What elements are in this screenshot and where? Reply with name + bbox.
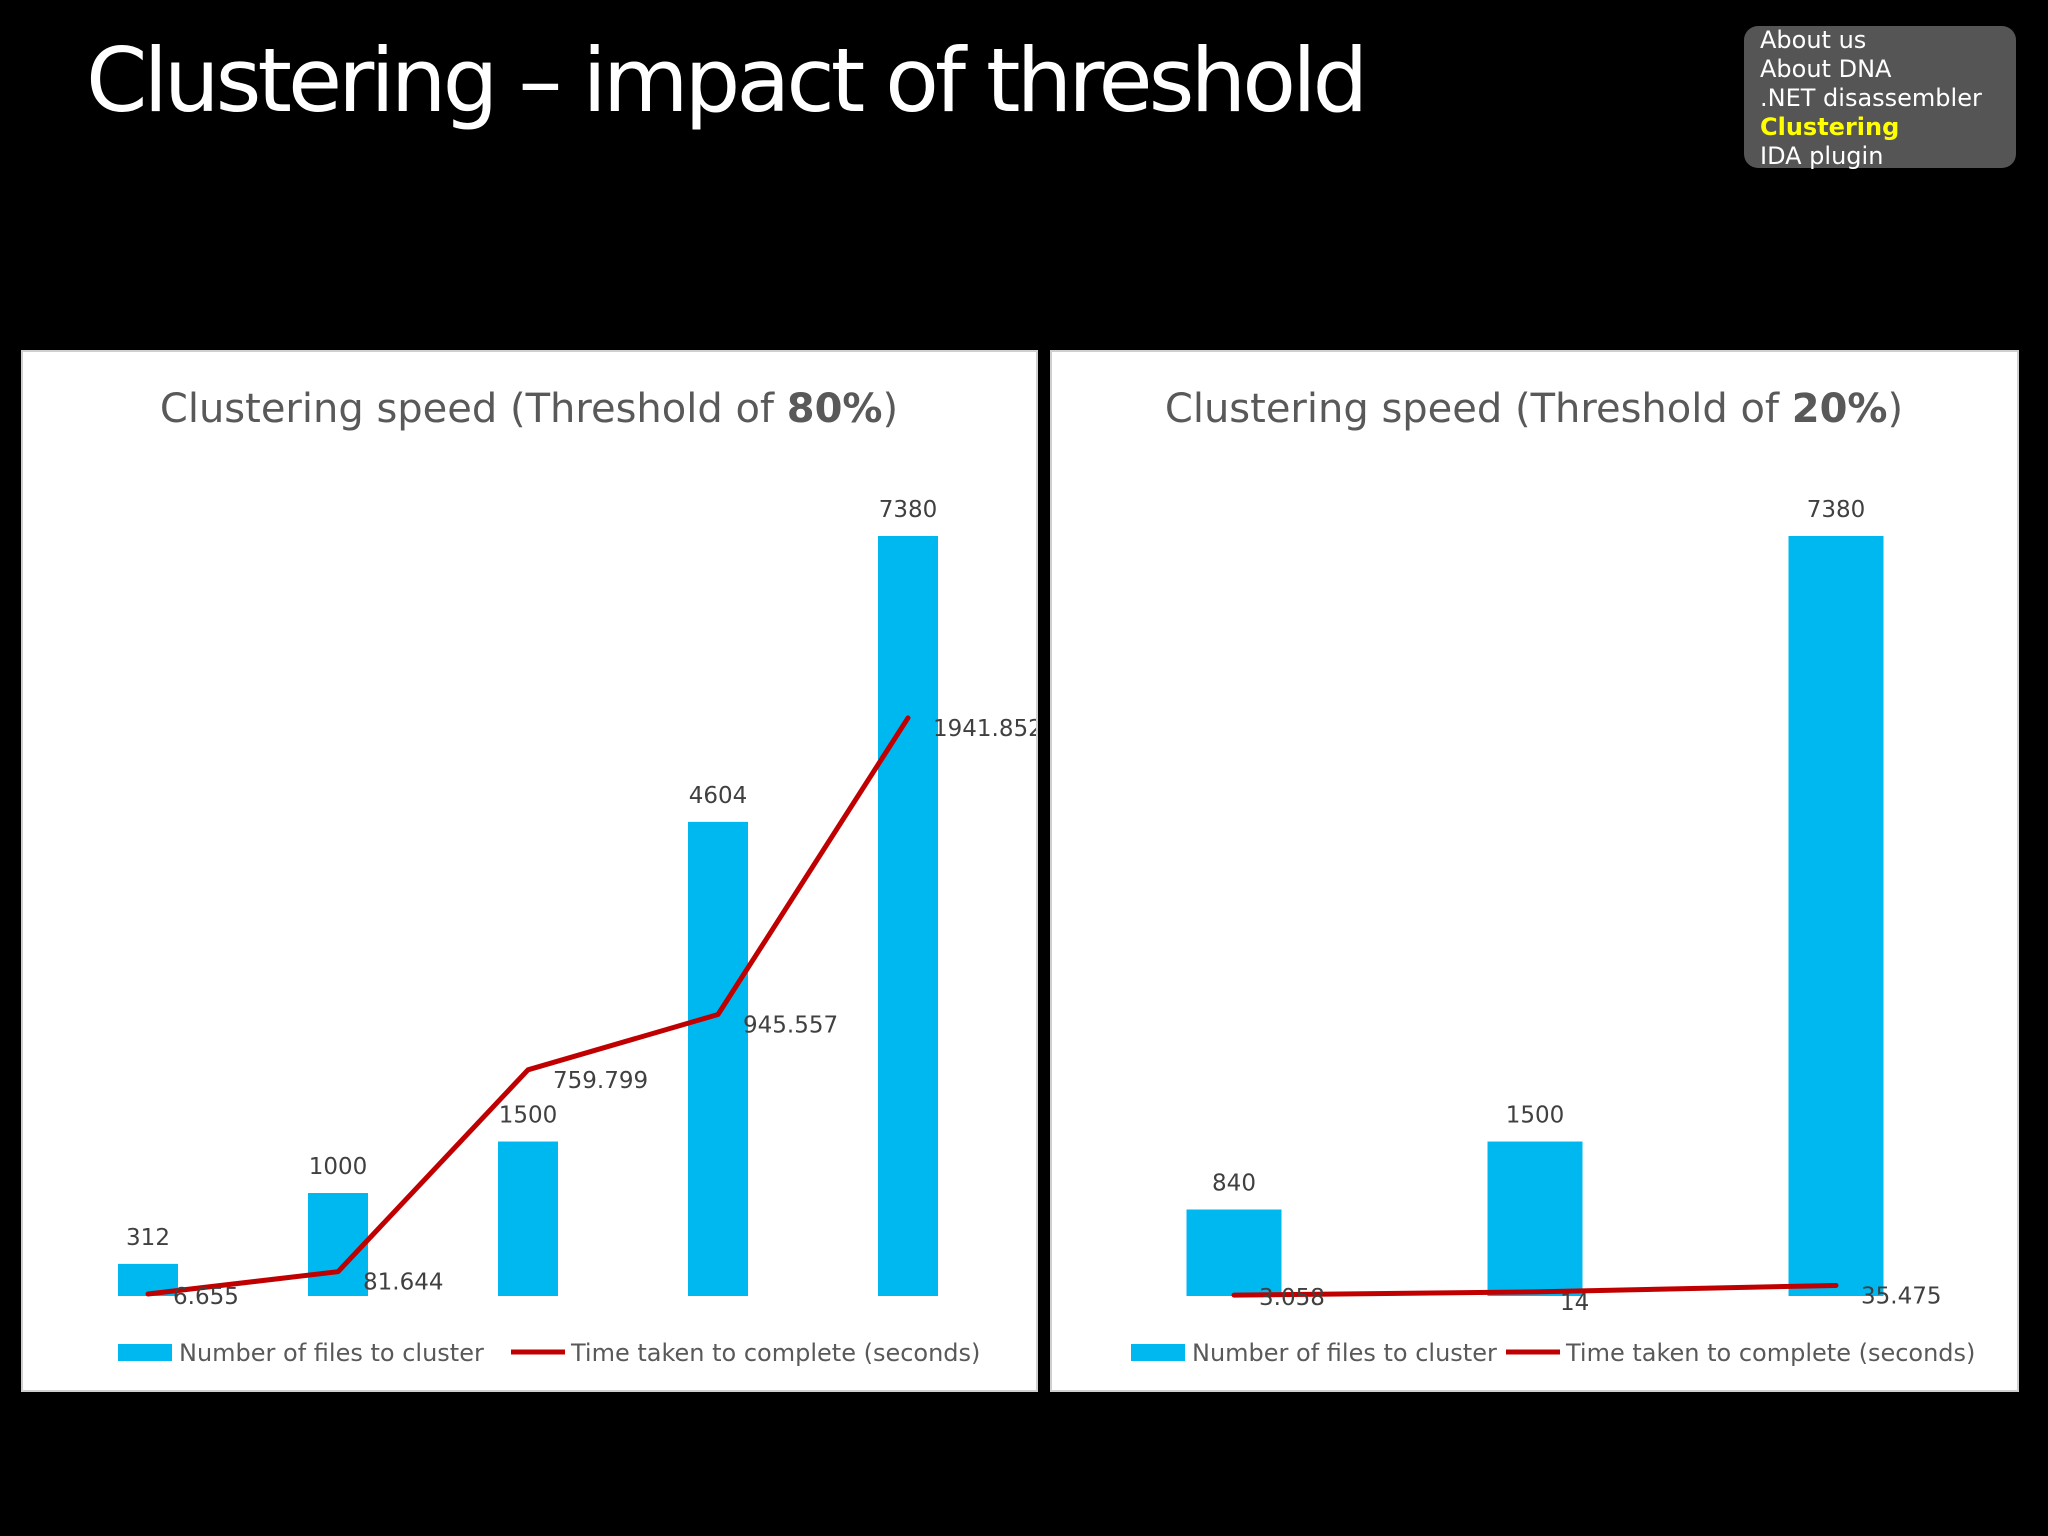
legend-line-label: Time taken to complete (seconds) (1565, 1339, 1975, 1367)
bar-840 (1186, 1209, 1282, 1296)
slide-title: Clustering – impact of threshold (86, 29, 1368, 132)
nav-item-clustering[interactable]: Clustering (1760, 113, 1900, 141)
bar-1500 (498, 1141, 558, 1296)
chart-threshold-80-svg: Clustering speed (Threshold of 80%) 312 1… (118, 386, 1036, 1367)
bar-value-labels: 840 1500 7380 (1212, 497, 1865, 1196)
section-nav: About us About DNA .NET disassembler Clu… (1744, 26, 2016, 170)
bar-label-312: 312 (126, 1225, 170, 1251)
bar-series (118, 536, 938, 1296)
bar-label-1500: 1500 (1506, 1103, 1565, 1129)
line-series (1231, 1282, 1839, 1298)
legend: Number of files to cluster Time taken to… (1131, 1339, 1975, 1367)
chart-title: Clustering speed (Threshold of 20%) (1165, 386, 1903, 432)
bar-1500 (1487, 1141, 1583, 1296)
chart-threshold-20-svg: Clustering speed (Threshold of 20%) 840 1… (1131, 386, 1975, 1367)
bar-label-1500: 1500 (499, 1103, 558, 1129)
legend-bar-swatch (1131, 1344, 1185, 1361)
line-label-945.557: 945.557 (743, 1013, 838, 1039)
nav-item-about-us[interactable]: About us (1760, 26, 1867, 54)
line-value-labels: 6.655 81.644 759.799 945.557 1941.852 (173, 716, 1036, 1310)
legend-bar-label: Number of files to cluster (1192, 1339, 1497, 1367)
bar-label-7380: 7380 (1807, 497, 1866, 523)
nav-item-net-disassembler[interactable]: .NET disassembler (1760, 84, 1982, 112)
nav-item-about-dna[interactable]: About DNA (1760, 55, 1892, 83)
bar-7380 (1788, 536, 1884, 1296)
bar-label-1000: 1000 (309, 1154, 368, 1180)
nav-item-ida-plugin[interactable]: IDA plugin (1760, 142, 1884, 170)
line-label-759.799: 759.799 (553, 1068, 648, 1094)
legend: Number of files to cluster Time taken to… (118, 1339, 980, 1367)
chart-threshold-20: Clustering speed (Threshold of 20%) 840 1… (1050, 350, 2019, 1392)
line-label-1941.852: 1941.852 (933, 716, 1036, 742)
legend-bar-swatch (118, 1344, 172, 1361)
line-label-35.475: 35.475 (1861, 1283, 1941, 1309)
bar-1000 (308, 1193, 368, 1296)
bar-label-7380: 7380 (879, 497, 938, 523)
line-label-3.058: 3.058 (1259, 1285, 1325, 1311)
chart-threshold-80: Clustering speed (Threshold of 80%) 312 1… (21, 350, 1038, 1392)
bar-label-840: 840 (1212, 1170, 1256, 1196)
line-label-81.644: 81.644 (363, 1270, 443, 1296)
bar-label-4604: 4604 (689, 783, 748, 809)
bar-4604 (688, 821, 748, 1296)
line-value-labels: 3.058 14 35.475 (1259, 1283, 1941, 1315)
line-label-14: 14 (1560, 1290, 1589, 1316)
chart-title: Clustering speed (Threshold of 80%) (160, 386, 898, 432)
bar-7380 (878, 536, 938, 1296)
legend-bar-label: Number of files to cluster (179, 1339, 484, 1367)
legend-line-label: Time taken to complete (seconds) (570, 1339, 980, 1367)
line-series (145, 715, 911, 1297)
bar-series (1186, 536, 1884, 1296)
line-label-6.655: 6.655 (173, 1284, 239, 1310)
bar-value-labels: 312 1000 1500 4604 7380 (126, 497, 937, 1251)
